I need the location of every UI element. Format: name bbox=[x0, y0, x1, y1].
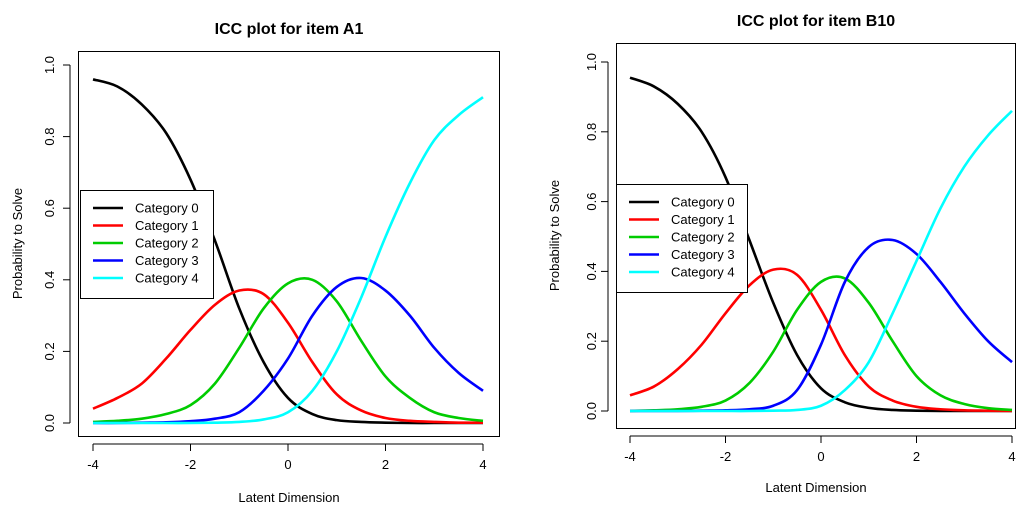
series-line-category-4 bbox=[93, 96, 484, 425]
chart-title: ICC plot for item B10 bbox=[737, 13, 895, 30]
x-tick-label: 4 bbox=[1008, 449, 1015, 464]
x-tick-label: -4 bbox=[624, 449, 636, 464]
y-tick-label: 1.0 bbox=[584, 53, 599, 71]
y-tick-label: 0.6 bbox=[42, 199, 57, 217]
series-line-category-3 bbox=[92, 276, 484, 425]
legend-label-category-1: Category 1 bbox=[135, 218, 199, 233]
legend-label-category-2: Category 2 bbox=[135, 236, 199, 251]
x-tick-label: 2 bbox=[913, 449, 920, 464]
series-line-category-0 bbox=[629, 76, 1012, 413]
series-line-category-1 bbox=[629, 267, 1013, 413]
y-tick-label: 0.2 bbox=[42, 342, 57, 360]
y-tick-label: 1.0 bbox=[42, 56, 57, 74]
x-axis-label: Latent Dimension bbox=[765, 480, 866, 495]
chart-panel-1: ICC plot for item A1 -4 -2 0 2 4 Latent Dimens… bbox=[10, 21, 500, 505]
plot-frame bbox=[78, 51, 500, 437]
legend-label-category-3: Category 3 bbox=[671, 247, 735, 262]
y-axis-label: Probability to Solve bbox=[547, 180, 562, 291]
x-axis-label: Latent Dimension bbox=[238, 490, 339, 505]
legend-label-category-3: Category 3 bbox=[135, 253, 199, 268]
y-tick-label: 0.8 bbox=[584, 123, 599, 141]
y-tick-label: 0.0 bbox=[584, 402, 599, 420]
legend-label-category-1: Category 1 bbox=[671, 212, 735, 227]
y-tick-label: 0.4 bbox=[584, 262, 599, 280]
x-tick-label: 2 bbox=[382, 457, 389, 472]
x-tick-label: -2 bbox=[720, 449, 732, 464]
chart-panel-2: ICC plot for item B10 -4 -2 0 2 4 Latent Dimen… bbox=[547, 13, 1016, 495]
legend-label-category-2: Category 2 bbox=[671, 230, 735, 245]
y-tick-label: 0.6 bbox=[584, 193, 599, 211]
x-tick-label: 4 bbox=[479, 457, 486, 472]
series-line-category-2 bbox=[629, 275, 1013, 413]
series-line-category-1 bbox=[92, 288, 484, 424]
x-tick-label: -2 bbox=[185, 457, 197, 472]
y-tick-label: 0.8 bbox=[42, 128, 57, 146]
legend-label-category-0: Category 0 bbox=[671, 195, 735, 210]
x-tick-label: 0 bbox=[284, 457, 291, 472]
x-tick-label: 0 bbox=[817, 449, 824, 464]
legend-label-category-0: Category 0 bbox=[135, 201, 199, 216]
legend-label-category-4: Category 4 bbox=[135, 271, 199, 286]
legend-label-category-4: Category 4 bbox=[671, 265, 735, 280]
chart-title: ICC plot for item A1 bbox=[215, 21, 364, 38]
y-axis-label: Probability to Solve bbox=[10, 188, 25, 299]
legend: Category 0 Category 1 Category 2 Category 3… bbox=[80, 190, 214, 299]
y-tick-label: 0.0 bbox=[42, 414, 57, 432]
legend: Category 0 Category 1 Category 2 Category 3… bbox=[616, 184, 748, 293]
y-tick-label: 0.2 bbox=[584, 332, 599, 350]
series-line-category-4 bbox=[629, 109, 1013, 413]
series-line-category-0 bbox=[92, 78, 483, 425]
series-line-category-2 bbox=[92, 277, 484, 424]
y-tick-label: 0.4 bbox=[42, 271, 57, 289]
x-tick-label: -4 bbox=[87, 457, 99, 472]
